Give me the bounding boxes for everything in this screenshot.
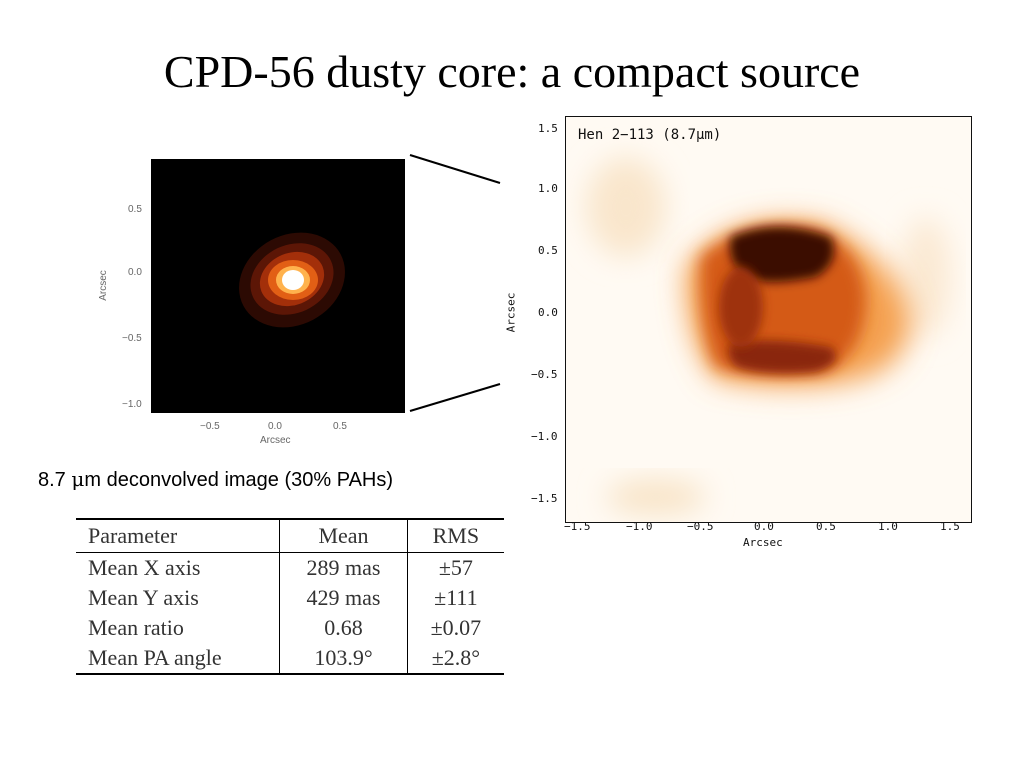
- table-cell: ±57: [438, 555, 473, 580]
- y-tick: 0.0: [538, 306, 558, 319]
- y-tick: −1.5: [531, 492, 558, 505]
- parameter-table: Parameter Mean RMS Mean X axis 289 mas ±…: [76, 518, 504, 675]
- table-cell: ±111: [434, 585, 478, 610]
- core-white: [282, 270, 304, 290]
- y-tick: 0.5: [538, 244, 558, 257]
- x-tick: −0.5: [200, 421, 220, 432]
- hen-image-panel: Hen 2−113 (8.7μm) 1.5 1.0 0.5 0.0 −0.5 −…: [504, 112, 976, 562]
- x-tick: 0.5: [816, 520, 836, 533]
- x-tick: −0.5: [687, 520, 714, 533]
- table-row: Mean PA angle 103.9° ±2.8°: [76, 643, 504, 675]
- table-cell: 289 mas: [279, 552, 408, 583]
- x-tick: −1.5: [564, 520, 591, 533]
- x-tick: 0.0: [268, 421, 282, 432]
- table-cell: ±2.8°: [407, 643, 504, 675]
- y-tick: 1.0: [538, 182, 558, 195]
- table-row: Mean Y axis 429 mas ±111: [76, 583, 504, 613]
- deconvolved-image-panel: 0.5 0.0 −0.5 −1.0 Arcsec −0.5 0.0 0.5 Ar…: [98, 150, 420, 450]
- table-cell: ±0.07: [430, 615, 482, 640]
- table-header: RMS: [407, 518, 504, 553]
- hen-image: Hen 2−113 (8.7μm): [565, 116, 972, 523]
- table-cell: Mean PA angle: [76, 643, 280, 675]
- image-title: Hen 2−113 (8.7μm): [578, 127, 722, 143]
- table-cell: Mean X axis: [88, 555, 201, 580]
- x-axis-label: Arcsec: [260, 435, 291, 446]
- x-tick: 1.5: [940, 520, 960, 533]
- y-tick: 0.0: [128, 267, 142, 278]
- table-header-row: Parameter Mean RMS: [76, 518, 504, 553]
- table-cell: 0.68: [279, 613, 408, 643]
- deconvolved-image: [151, 159, 405, 413]
- table-cell: Mean ratio: [88, 615, 184, 640]
- image-caption: 8.7 μm deconvolved image (30% PAHs): [38, 467, 394, 491]
- x-tick: 1.0: [878, 520, 898, 533]
- y-tick: 1.5: [538, 122, 558, 135]
- x-tick: −1.0: [626, 520, 653, 533]
- table-cell: 103.9°: [279, 643, 408, 675]
- y-tick: −1.0: [531, 430, 558, 443]
- x-tick: 0.0: [754, 520, 774, 533]
- table-cell: Mean Y axis: [88, 585, 199, 610]
- y-axis-label: Arcsec: [504, 292, 518, 333]
- table-row: Mean ratio 0.68 ±0.07: [76, 613, 504, 643]
- slide-title: CPD-56 dusty core: a compact source: [163, 46, 861, 97]
- table-header: Mean: [279, 518, 408, 553]
- y-tick: −0.5: [531, 368, 558, 381]
- y-tick: −0.5: [122, 333, 142, 344]
- table-cell: 429 mas: [279, 583, 408, 613]
- table-row: Mean X axis 289 mas ±57: [76, 552, 504, 583]
- table-header: Parameter: [76, 518, 280, 553]
- x-axis-label: Arcsec: [743, 536, 783, 549]
- y-tick: −1.0: [122, 399, 142, 410]
- y-tick: 0.5: [128, 204, 142, 215]
- x-tick: 0.5: [333, 421, 347, 432]
- hen-image-heatmap: [566, 117, 971, 522]
